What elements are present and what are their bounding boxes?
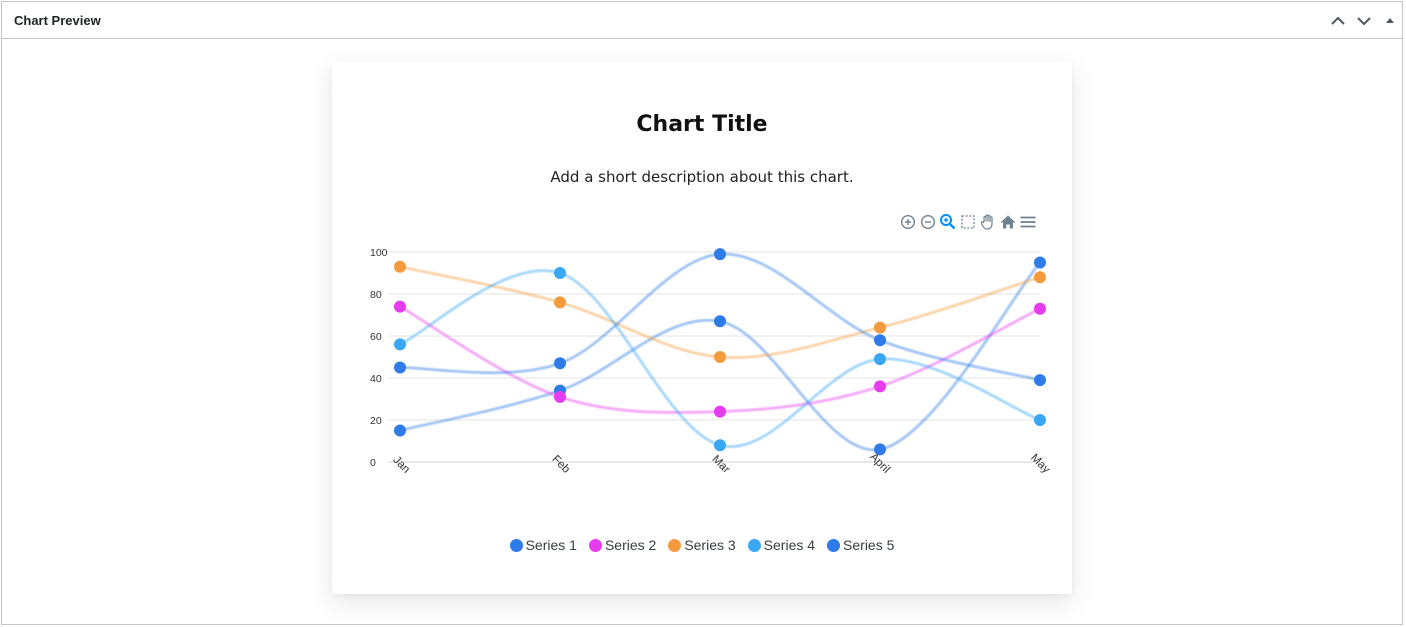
chart-toolbar	[898, 212, 1038, 232]
y-tick-label: 20	[370, 415, 382, 427]
grid	[388, 251, 1040, 463]
legend-label: Series 2	[604, 537, 657, 553]
data-point[interactable]	[874, 334, 886, 347]
chart-legend: Series 1 Series 2 Series 3 Series 4 Series 5	[332, 537, 1072, 553]
y-tick-label: 0	[370, 457, 376, 469]
data-point[interactable]	[874, 321, 886, 334]
data-point[interactable]	[1034, 414, 1046, 426]
data-point[interactable]	[554, 390, 566, 403]
data-point[interactable]	[874, 353, 886, 366]
data-point[interactable]	[714, 439, 726, 452]
data-point[interactable]	[874, 380, 886, 393]
x-tick-label: Feb	[550, 453, 573, 476]
data-point[interactable]	[1034, 271, 1046, 284]
x-tick-label: Mar	[710, 453, 733, 476]
selection-icon[interactable]	[958, 212, 978, 232]
chart-title: Chart Title	[636, 112, 768, 137]
y-tick-label: 80	[370, 289, 382, 301]
legend-label: Series 1	[525, 537, 577, 553]
zoom-out-icon[interactable]	[918, 212, 938, 232]
triangle-up-icon[interactable]	[1380, 11, 1400, 31]
legend-item-series-1[interactable]: Series 1	[509, 537, 577, 553]
data-point[interactable]	[714, 315, 726, 328]
data-point[interactable]	[554, 357, 566, 370]
y-tick-label: 60	[370, 331, 382, 343]
pan-hand-icon[interactable]	[978, 212, 998, 232]
legend-label: Series 3	[684, 537, 736, 553]
data-point[interactable]	[554, 296, 566, 309]
data-point[interactable]	[394, 424, 406, 437]
legend-item-series-2[interactable]: Series 2	[588, 537, 657, 553]
chevron-up-icon[interactable]	[1328, 11, 1348, 31]
panel-header: Chart Preview	[2, 2, 1402, 39]
data-point[interactable]	[1034, 302, 1046, 315]
magnifier-icon[interactable]	[938, 212, 958, 232]
data-point[interactable]	[394, 338, 406, 351]
legend-marker	[509, 538, 523, 552]
chevron-down-icon[interactable]	[1354, 11, 1374, 31]
legend-marker	[588, 538, 602, 552]
data-point[interactable]	[714, 405, 726, 418]
home-icon[interactable]	[998, 212, 1018, 232]
data-point[interactable]	[394, 361, 406, 374]
legend-item-series-5[interactable]: Series 5	[827, 537, 894, 553]
data-point[interactable]	[1034, 374, 1046, 387]
legend-label: Series 4	[763, 537, 816, 553]
data-point[interactable]	[394, 260, 406, 273]
menu-icon[interactable]	[1018, 212, 1038, 232]
y-tick-label: 100	[370, 247, 388, 259]
chart-description: Add a short description about this chart…	[550, 168, 854, 186]
data-point[interactable]	[714, 248, 726, 261]
data-point[interactable]	[714, 351, 726, 363]
legend-marker	[827, 538, 841, 552]
x-tick-label: May	[1028, 452, 1052, 476]
y-axis: 0 20 40 60 80 100	[370, 247, 388, 469]
x-tick-label: Jan	[390, 454, 412, 476]
y-tick-label: 40	[370, 373, 382, 385]
zoom-in-icon[interactable]	[898, 212, 918, 232]
legend-marker	[668, 538, 682, 552]
series-points	[394, 248, 1046, 456]
data-point[interactable]	[1034, 256, 1046, 269]
legend-item-series-3[interactable]: Series 3	[668, 537, 736, 553]
data-point[interactable]	[554, 267, 566, 279]
legend-marker	[747, 538, 761, 552]
x-axis: Jan Feb Mar April May	[390, 451, 1052, 476]
panel-title: Chart Preview	[14, 13, 101, 28]
legend-item-series-4[interactable]: Series 4	[747, 537, 816, 553]
legend-label: Series 5	[843, 537, 895, 553]
data-point[interactable]	[394, 300, 406, 313]
series-line-1	[399, 261, 1042, 452]
series-line-3	[399, 265, 1041, 360]
data-point[interactable]	[874, 443, 886, 456]
chart-card: Chart Title Add a short description abou…	[332, 62, 1072, 594]
